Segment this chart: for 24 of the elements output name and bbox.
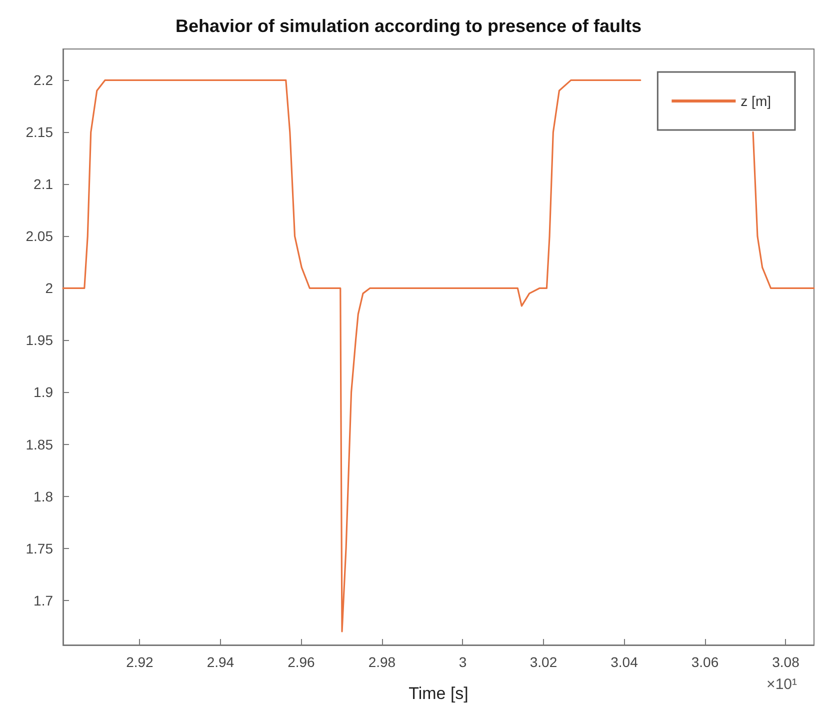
y-tick-label: 1.7 bbox=[34, 592, 54, 608]
x-tick-label: 2.96 bbox=[288, 654, 316, 670]
y-tick-label: 1.95 bbox=[26, 332, 54, 348]
chart-title: Behavior of simulation according to presence of faults bbox=[175, 16, 642, 36]
y-tick-label: 2 bbox=[45, 280, 54, 296]
y-tick-label: 2.15 bbox=[26, 124, 54, 140]
x-tick-label: 3.06 bbox=[691, 654, 719, 670]
x-tick-label: 2.94 bbox=[206, 654, 234, 670]
text: ×10¹ bbox=[766, 676, 798, 693]
x-tick-label: 3 bbox=[458, 654, 467, 670]
x-tick-label: 3.04 bbox=[610, 654, 638, 670]
x-tick-label: 3.08 bbox=[772, 654, 800, 670]
x-tick-label: 3.02 bbox=[530, 654, 558, 670]
y-tick-label: 1.9 bbox=[34, 384, 54, 400]
x-axis-title: Time [s] bbox=[408, 684, 468, 703]
x-tick-label: 2.98 bbox=[368, 654, 396, 670]
y-tick-label: 2.1 bbox=[34, 176, 54, 192]
y-tick-label: 1.75 bbox=[26, 540, 54, 556]
y-tick-label: 1.85 bbox=[26, 436, 54, 452]
y-tick-label: 2.05 bbox=[26, 228, 54, 244]
y-tick-label: 1.8 bbox=[34, 488, 54, 504]
x-tick-label: 2.92 bbox=[126, 654, 154, 670]
y-tick-label: 2.2 bbox=[34, 72, 54, 88]
legend-label: z [m] bbox=[740, 93, 772, 109]
